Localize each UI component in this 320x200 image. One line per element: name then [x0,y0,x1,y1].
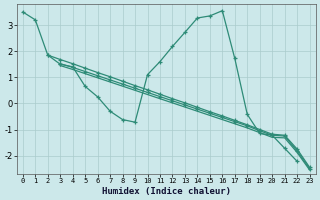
X-axis label: Humidex (Indice chaleur): Humidex (Indice chaleur) [102,187,231,196]
